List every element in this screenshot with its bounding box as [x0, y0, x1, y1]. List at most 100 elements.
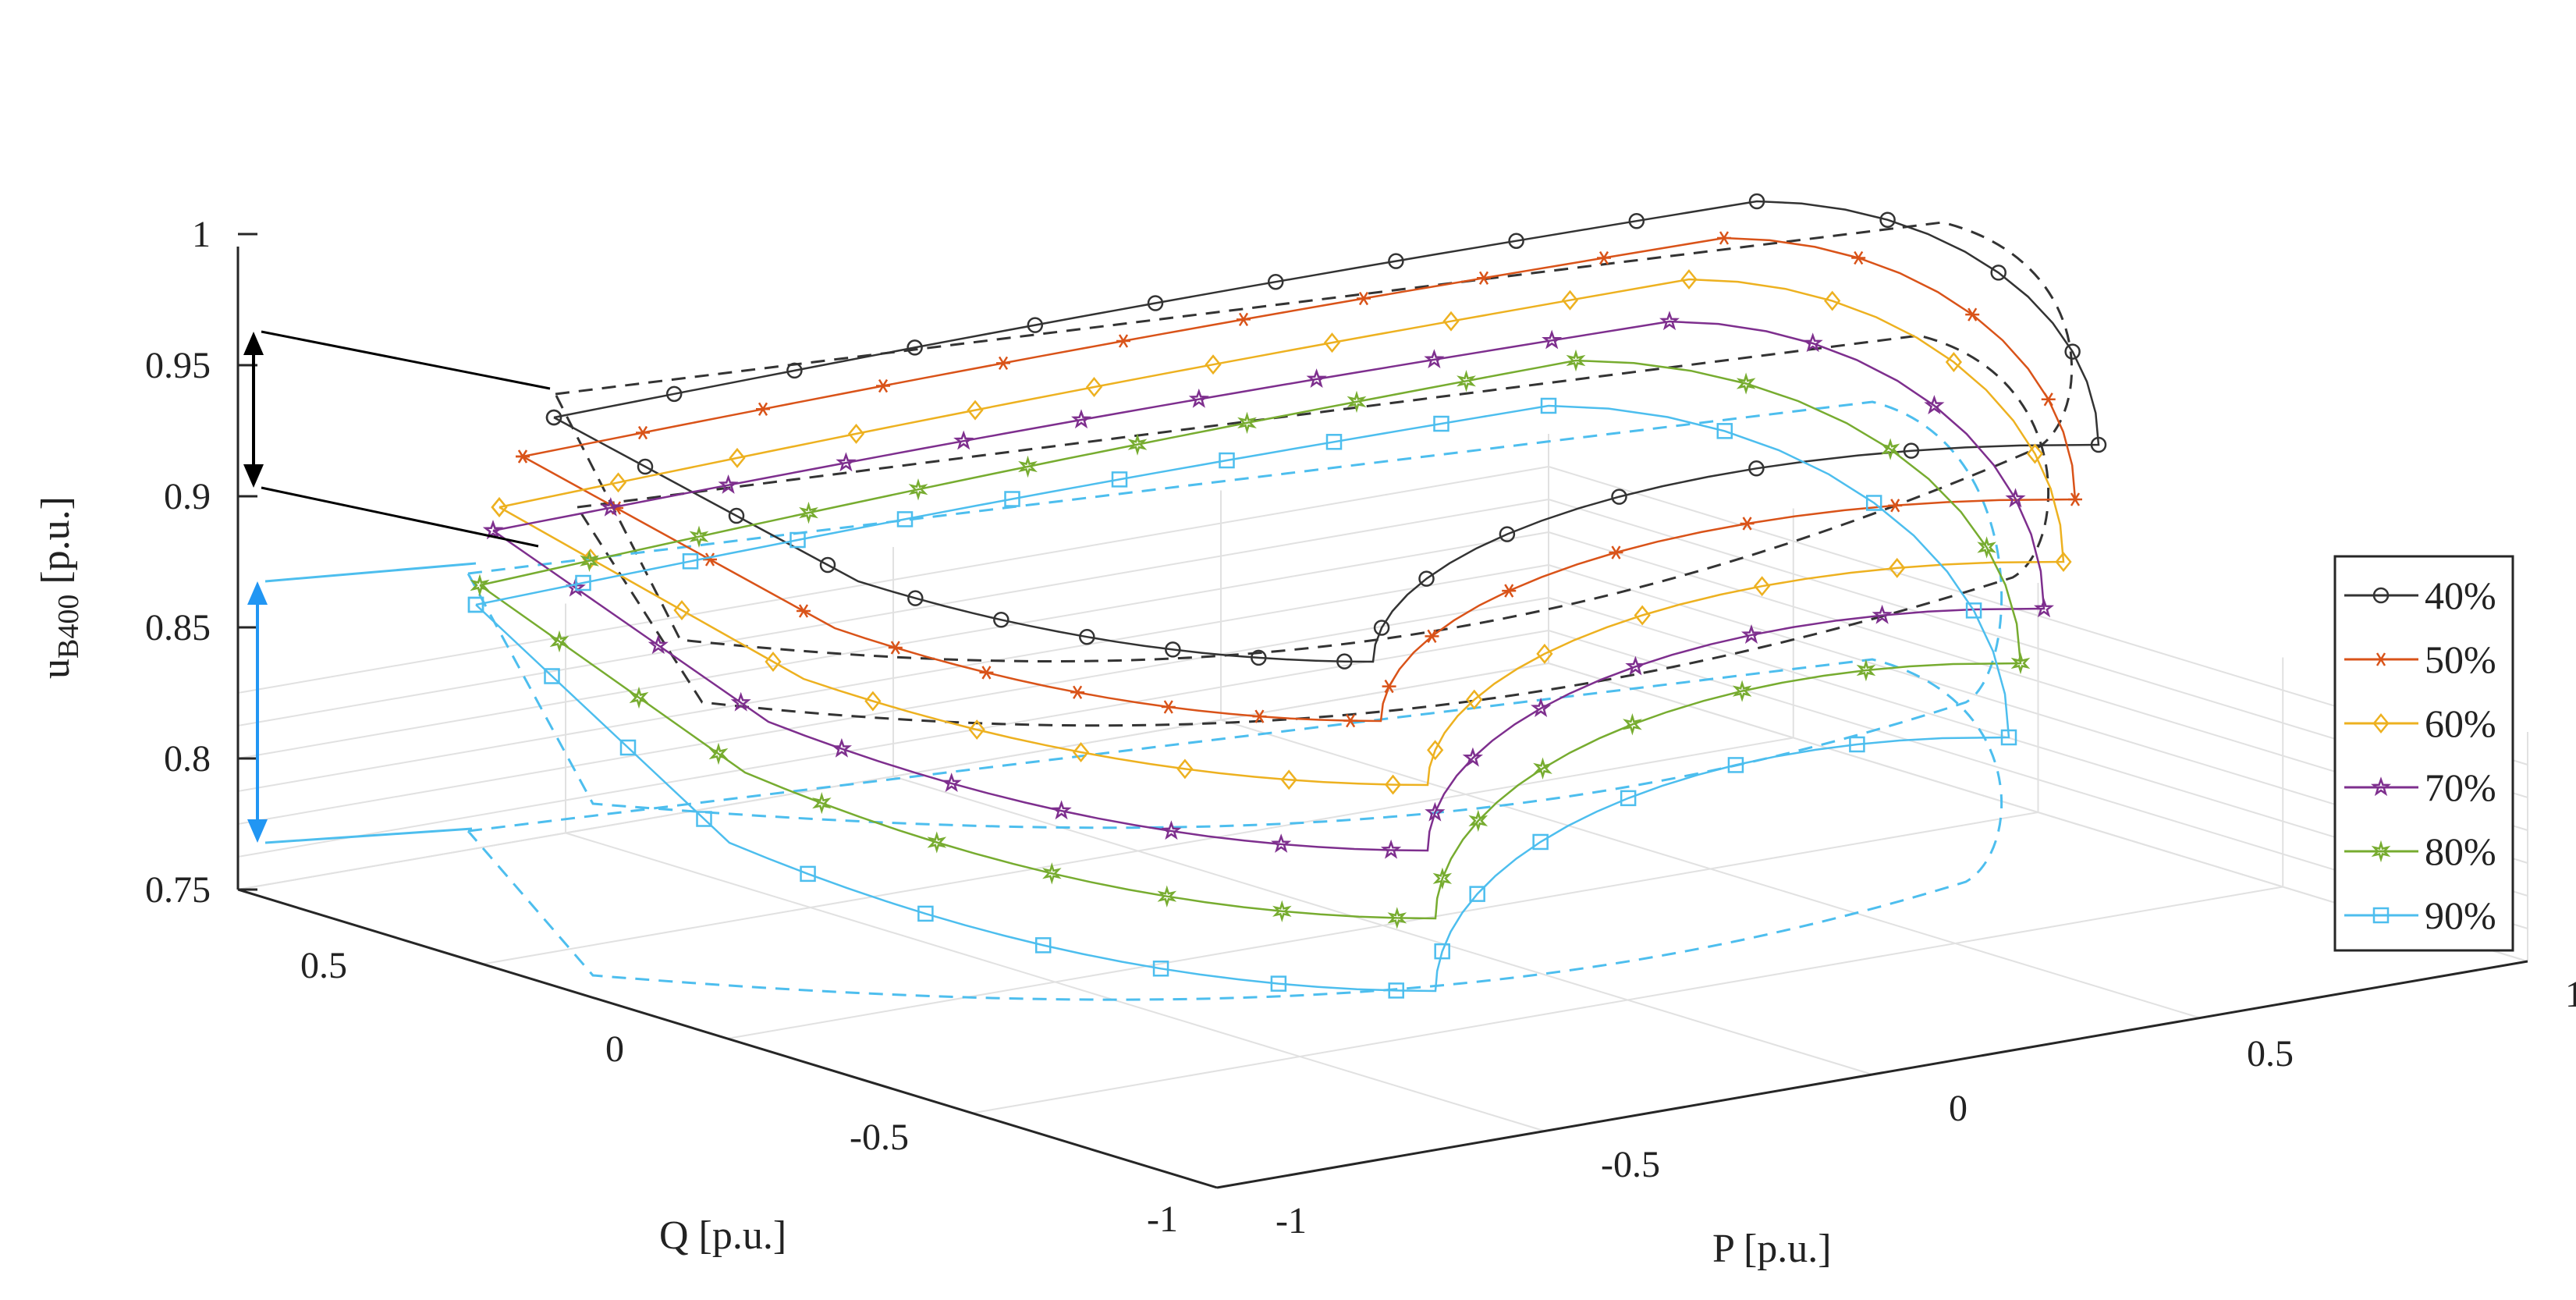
data-point: [1499, 526, 1516, 542]
data-point: [703, 552, 717, 567]
data-point: [1732, 680, 1752, 702]
data-point: [1965, 602, 1982, 619]
legend-label: 80%: [2425, 829, 2496, 873]
data-point: [1620, 790, 1637, 807]
data-point: [1111, 471, 1128, 488]
data-point: [1433, 415, 1449, 432]
data-point: [1748, 460, 1765, 477]
data-point: [799, 501, 818, 524]
data-point: [1325, 434, 1343, 450]
data-point: [1865, 495, 1882, 511]
data-point: [1872, 604, 1893, 624]
data-point: [600, 496, 621, 517]
data-point: [467, 596, 484, 613]
data-point: [1306, 368, 1327, 388]
data-point: [1004, 491, 1020, 507]
data-point: [907, 590, 924, 606]
q-tick-label: 0.5: [300, 945, 347, 986]
data-point: [789, 531, 806, 549]
data-point: [1628, 212, 1645, 229]
data-point: [1824, 290, 1841, 311]
data-point: [907, 339, 923, 356]
projection-40-bottom: [576, 334, 2050, 727]
data-point: [689, 525, 709, 548]
legend-item: 70%: [2344, 765, 2496, 809]
data-point: [1889, 557, 1906, 578]
data-point: [1176, 758, 1194, 780]
legend-item: 90%: [2344, 893, 2496, 937]
data-point: [896, 511, 914, 527]
data-point: [864, 691, 882, 712]
legend-label: 50%: [2425, 638, 2496, 681]
data-point: [1945, 352, 1963, 373]
data-point: [1085, 377, 1103, 397]
data-point: [1609, 545, 1623, 559]
series-line: [553, 200, 2100, 663]
data-point: [1536, 643, 1553, 664]
data-point: [1127, 433, 1148, 456]
voltage-range-arrow-90: [247, 581, 268, 843]
data-point: [1418, 570, 1435, 587]
legend-item: 60%: [2344, 702, 2496, 745]
series-line: [492, 320, 2046, 852]
data-point: [968, 719, 985, 741]
data-point: [549, 630, 569, 653]
data-point: [491, 497, 508, 517]
data-point: [927, 831, 947, 854]
grid-line: [972, 886, 2283, 1114]
data-point: [2010, 652, 2031, 675]
p-tick-label: 1: [2565, 974, 2576, 1015]
data-point: [1188, 388, 1209, 408]
series-60pct: [491, 269, 2072, 795]
data-point: [636, 425, 650, 440]
data-point: [1530, 698, 1552, 717]
grid-line: [237, 662, 1549, 890]
data-point: [1903, 442, 1920, 459]
p-tick-label: 0.5: [2247, 1033, 2294, 1074]
series-curves: [467, 193, 2107, 999]
data-point: [1851, 250, 1866, 265]
p-axis-line: [1216, 960, 2528, 1189]
data-point: [673, 600, 690, 620]
data-point: [908, 478, 928, 501]
series-line: [479, 359, 2022, 920]
data-point: [1237, 312, 1251, 327]
data-point: [1680, 269, 1698, 289]
q-tick-label: -1: [1147, 1199, 1178, 1240]
data-point: [1357, 291, 1371, 306]
data-point: [1336, 653, 1353, 670]
data-point: [696, 811, 712, 827]
data-point: [1251, 649, 1267, 666]
data-point: [1748, 193, 1765, 210]
data-point: [1072, 742, 1090, 762]
z-tick-label: 0.85: [145, 607, 211, 648]
leader-line: [261, 330, 551, 390]
leader-line: [264, 562, 477, 583]
data-point: [728, 507, 745, 524]
grid: [237, 434, 2528, 1188]
legend-marker: [2372, 587, 2390, 604]
data-point: [1625, 655, 1646, 676]
data-point: [1347, 390, 1367, 414]
data-point: [1018, 455, 1038, 478]
legend-item: 50%: [2344, 638, 2496, 681]
data-point: [1468, 809, 1488, 833]
legend-marker: [2374, 652, 2388, 666]
data-point: [765, 652, 782, 672]
data-point: [756, 402, 770, 416]
data-point: [629, 686, 649, 709]
data-point: [2000, 729, 2017, 746]
data-point: [1740, 517, 1755, 531]
q-tick-label: -0.5: [850, 1117, 909, 1158]
z-tick-label: 0.75: [145, 869, 211, 911]
legend-label: 40%: [2425, 574, 2496, 617]
data-point: [1165, 641, 1181, 658]
data-point: [1457, 370, 1476, 392]
data-point: [1466, 689, 1483, 710]
data-point: [1424, 349, 1445, 369]
grid-line: [237, 499, 1549, 726]
data-point: [996, 356, 1010, 371]
data-point: [637, 458, 654, 475]
data-point: [1071, 409, 1091, 429]
